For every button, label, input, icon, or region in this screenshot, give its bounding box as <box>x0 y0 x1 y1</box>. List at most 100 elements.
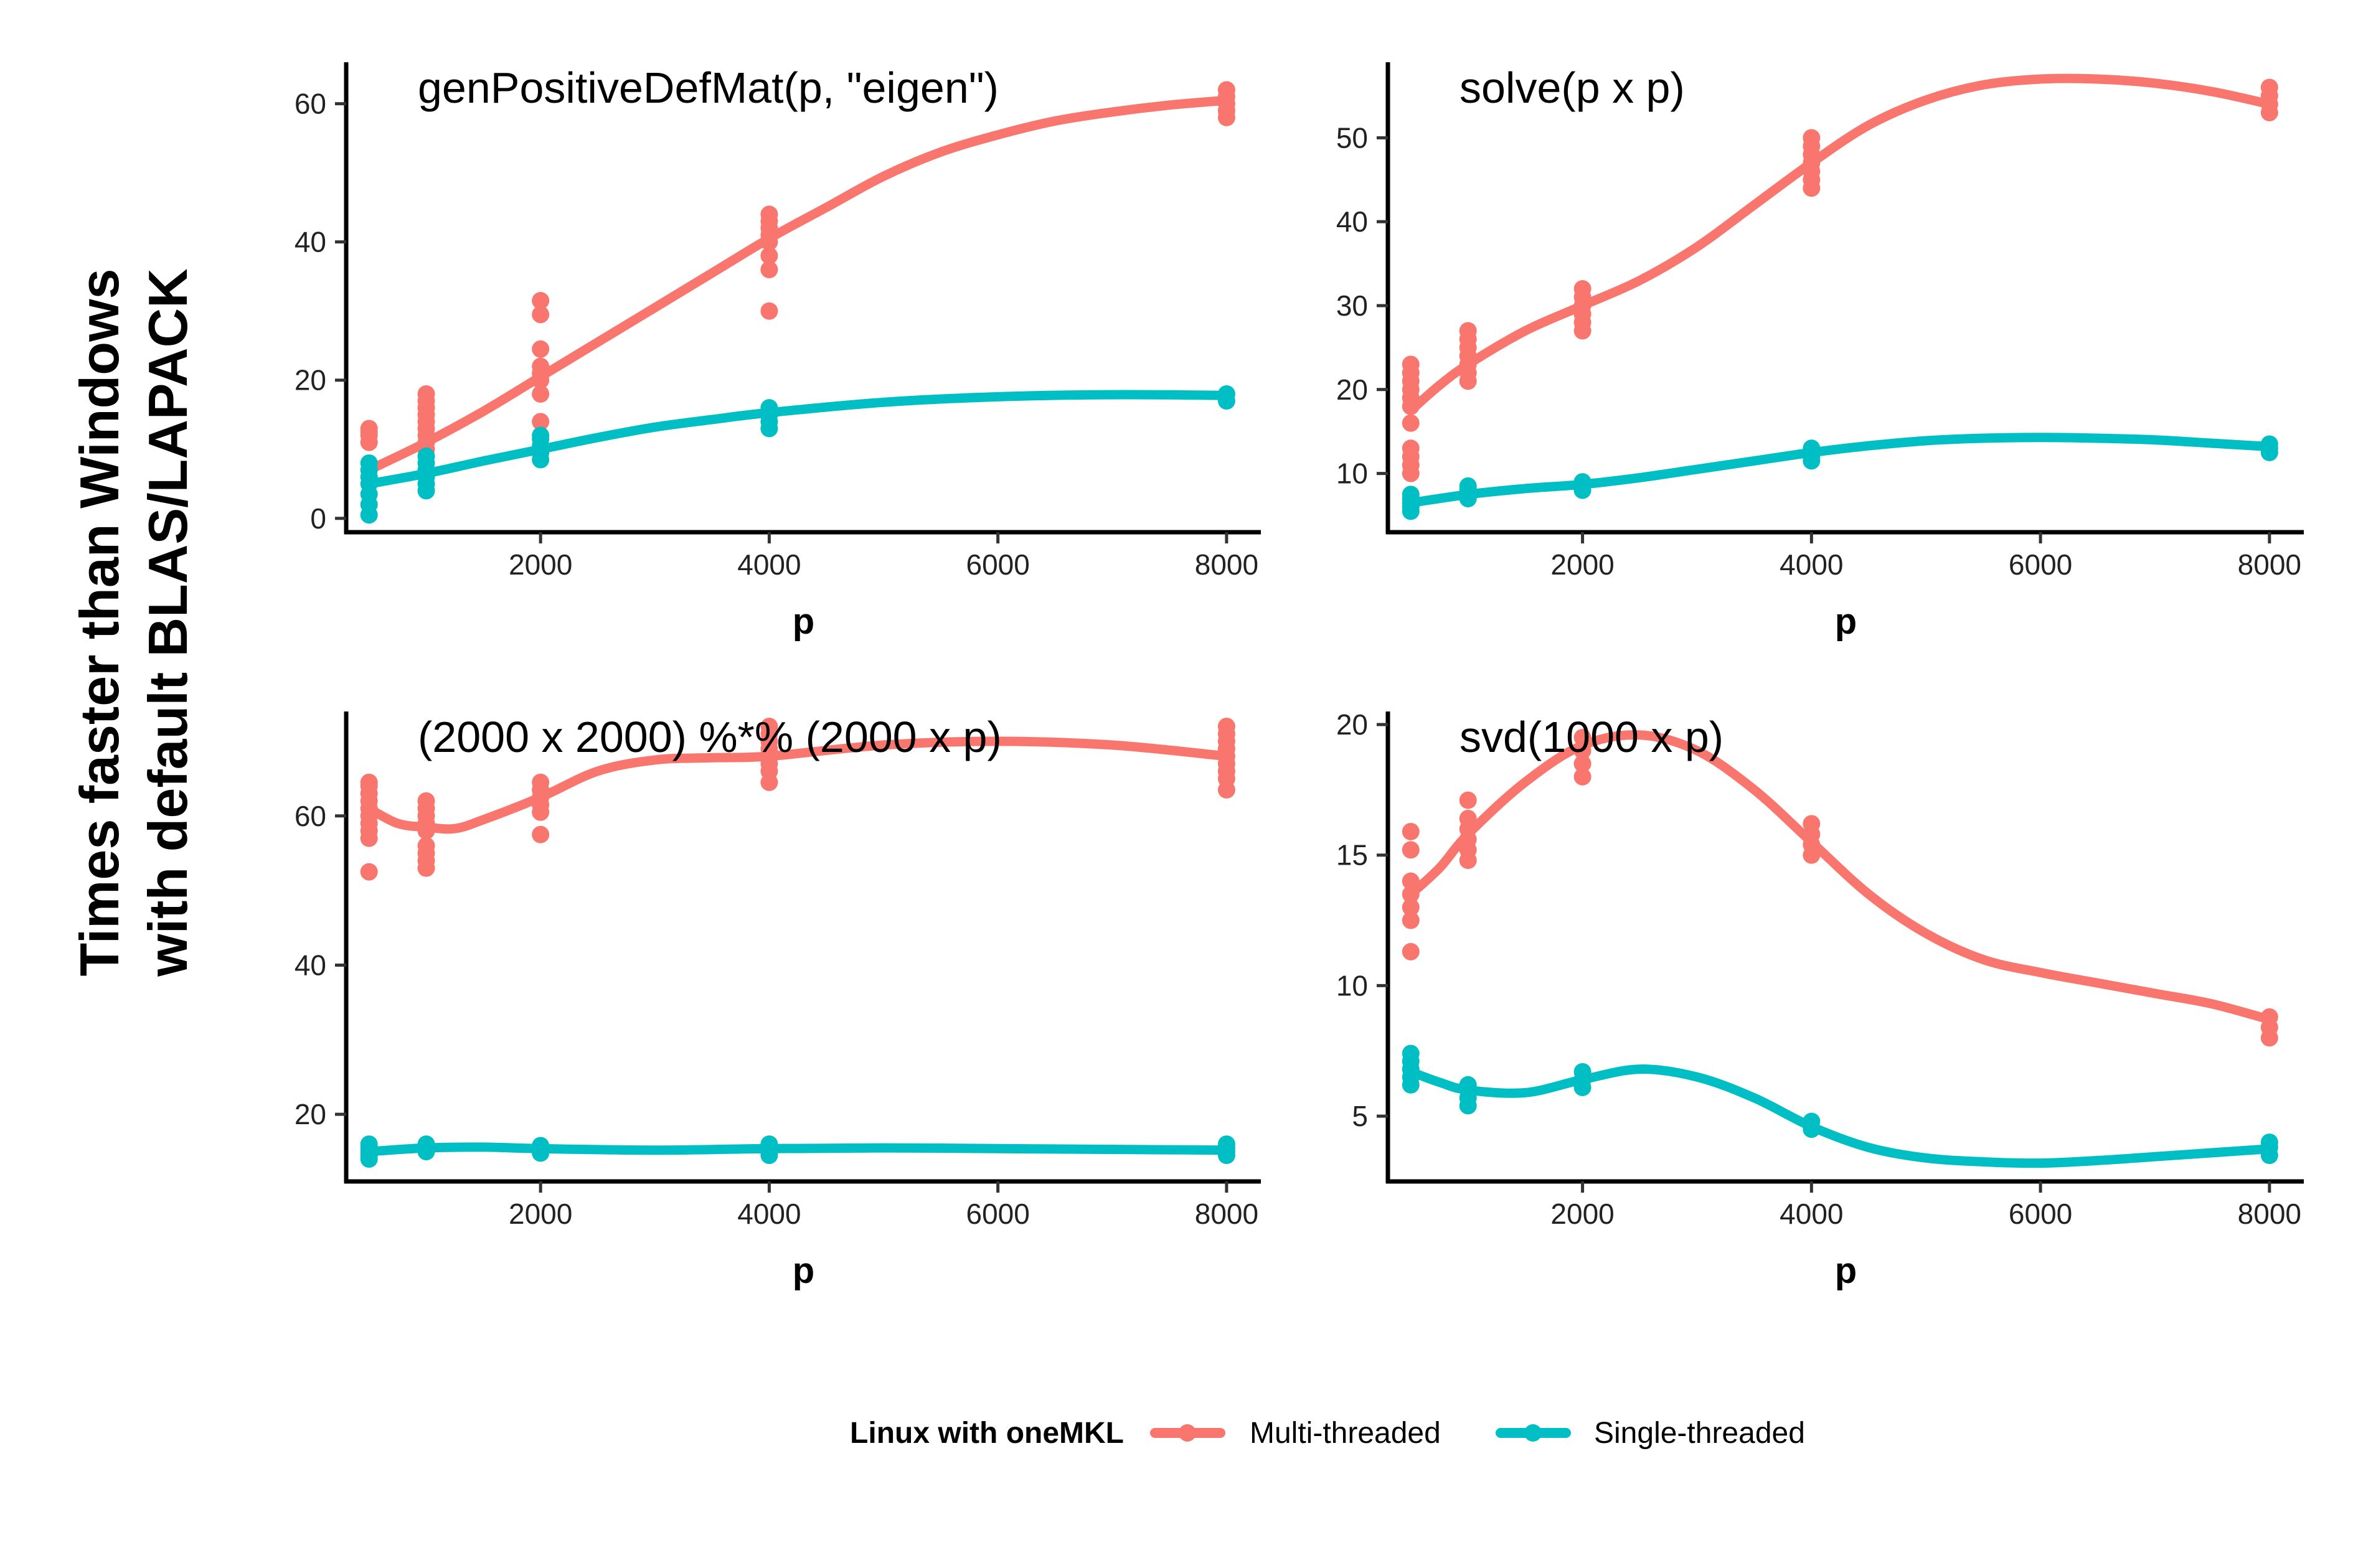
data-point-multi-threaded <box>760 246 778 265</box>
data-point-single-threaded <box>417 447 435 465</box>
data-point-multi-threaded <box>760 717 778 735</box>
data-point-single-threaded <box>360 454 378 472</box>
panel-3: 20 40 60 2000 4000 6000 8000 p (2000 x 2000) %*%… <box>295 711 1261 1291</box>
panel-4: 5 10 15 20 2000 4000 6000 8000 p svd(1000 x p) <box>1336 708 2304 1291</box>
y-tick-label: 60 <box>295 800 326 832</box>
y-tick-label: 50 <box>1336 121 1368 154</box>
panel-title: genPositiveDefMat(p, "eigen") <box>418 63 999 112</box>
y-tick-label: 20 <box>295 1098 326 1130</box>
data-point-multi-threaded <box>1803 129 1821 147</box>
data-point-multi-threaded <box>1402 841 1420 859</box>
panel-2: 10 20 30 40 50 2000 4000 6000 8000 p solve(p x p) <box>1336 62 2304 642</box>
data-point-multi-threaded <box>1573 280 1591 298</box>
series-multi-threaded <box>1402 728 2278 1047</box>
x-tick-label: 8000 <box>2238 1198 2301 1230</box>
x-axis-label: p <box>793 601 814 642</box>
legend-label-multi-threaded: Multi-threaded <box>1250 1417 1441 1450</box>
legend: Linux with oneMKL Multi-threaded Single-… <box>850 1417 1805 1450</box>
smooth-line-single-threaded <box>1406 1064 2275 1168</box>
legend-entry-multi-threaded: Multi-threaded <box>1150 1417 1441 1450</box>
y-tick-label: 40 <box>1336 205 1368 238</box>
panels: 0 20 40 60 2000 4000 6000 8000 p genPositiveDefMa… <box>295 62 2304 1291</box>
x-tick-label: 2000 <box>509 1198 572 1230</box>
legend-entry-single-threaded: Single-threaded <box>1496 1417 1805 1450</box>
x-axis-label: p <box>1835 1251 1857 1291</box>
data-point-multi-threaded <box>1573 768 1591 786</box>
x-tick-label: 4000 <box>737 548 801 581</box>
x-tick-label: 2000 <box>1550 1198 1614 1230</box>
x-tick-label: 4000 <box>1780 1198 1843 1230</box>
data-point-multi-threaded <box>1402 898 1420 916</box>
smooth-line-multi-threaded <box>1406 73 2275 415</box>
data-point-multi-threaded <box>360 420 378 438</box>
data-point-multi-threaded <box>1217 717 1235 735</box>
x-tick-label: 6000 <box>2009 548 2072 581</box>
legend-key-multi-point <box>1179 1424 1196 1442</box>
y-tick-label: 60 <box>295 88 326 120</box>
data-point-multi-threaded <box>760 261 778 279</box>
smooth-line-multi-threaded <box>1406 730 2275 1025</box>
x-tick-label: 8000 <box>1195 1198 1258 1230</box>
data-point-multi-threaded <box>1402 439 1420 458</box>
legend-title: Linux with oneMKL <box>850 1417 1124 1450</box>
data-point-multi-threaded <box>760 302 778 320</box>
series-single-threaded <box>360 385 1235 524</box>
data-point-multi-threaded <box>1402 355 1420 373</box>
x-tick-label: 8000 <box>2238 548 2301 581</box>
y-tick-label: 5 <box>1352 1100 1368 1132</box>
smooth-line-multi-threaded <box>364 95 1232 475</box>
data-point-multi-threaded <box>360 773 378 791</box>
data-point-multi-threaded <box>1402 911 1420 929</box>
data-point-multi-threaded <box>1459 322 1477 340</box>
y-tick-label: 0 <box>310 502 326 535</box>
x-tick-label: 2000 <box>509 548 572 581</box>
y-tick-label: 20 <box>1336 708 1368 741</box>
data-point-multi-threaded <box>2260 78 2278 96</box>
y-tick-label: 10 <box>1336 969 1368 1002</box>
x-axis-label: p <box>793 1251 814 1291</box>
x-tick-label: 6000 <box>966 548 1029 581</box>
series-single-threaded <box>1402 1045 2278 1168</box>
data-point-multi-threaded <box>532 385 550 403</box>
x-tick-label: 6000 <box>966 1198 1029 1230</box>
y-tick-label: 20 <box>1336 373 1368 406</box>
smooth-line-single-threaded <box>364 1142 1232 1157</box>
data-point-multi-threaded <box>1459 791 1477 809</box>
data-point-multi-threaded <box>532 292 550 310</box>
data-point-single-threaded <box>532 426 550 444</box>
panel-title: solve(p x p) <box>1459 63 1685 112</box>
data-point-multi-threaded <box>417 792 435 810</box>
y-tick-label: 20 <box>295 364 326 397</box>
data-point-multi-threaded <box>1573 754 1591 772</box>
data-point-single-threaded <box>1402 1045 1420 1063</box>
series-single-threaded <box>360 1135 1235 1168</box>
data-point-multi-threaded <box>1803 815 1821 833</box>
series-multi-threaded <box>1402 73 2278 482</box>
x-tick-label: 4000 <box>737 1198 801 1230</box>
panel-1: 0 20 40 60 2000 4000 6000 8000 p genPositiveDefMa… <box>295 62 1261 642</box>
data-point-multi-threaded <box>417 385 435 403</box>
y-tick-label: 30 <box>1336 289 1368 322</box>
panel-title: (2000 x 2000) %*% (2000 x p) <box>418 713 1002 761</box>
y-tick-label: 40 <box>295 949 326 981</box>
y-axis-label-line1: Times faster than Windows <box>68 269 130 977</box>
data-point-multi-threaded <box>532 413 550 431</box>
data-point-multi-threaded <box>532 773 550 791</box>
y-tick-label: 10 <box>1336 458 1368 490</box>
data-point-multi-threaded <box>1217 81 1235 99</box>
data-point-multi-threaded <box>532 825 550 843</box>
y-tick-label: 40 <box>295 226 326 258</box>
y-tick-label: 15 <box>1336 839 1368 871</box>
data-point-multi-threaded <box>417 837 435 855</box>
series-multi-threaded <box>360 81 1235 475</box>
smooth-line-multi-threaded <box>364 736 1232 834</box>
x-tick-label: 8000 <box>1195 548 1258 581</box>
data-point-multi-threaded <box>760 205 778 223</box>
data-point-multi-threaded <box>1459 809 1477 827</box>
smooth-line-single-threaded <box>364 390 1232 489</box>
smooth-line-single-threaded <box>1406 433 2275 508</box>
legend-label-single-threaded: Single-threaded <box>1594 1417 1805 1450</box>
data-point-multi-threaded <box>1402 942 1420 960</box>
